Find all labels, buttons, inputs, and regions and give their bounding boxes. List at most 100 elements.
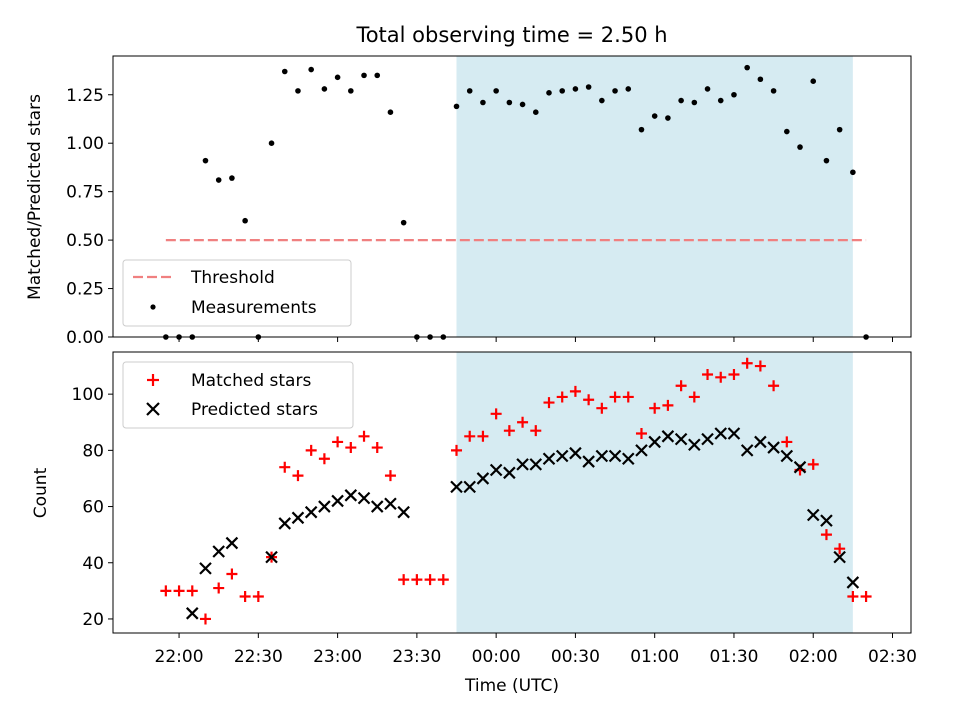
y-tick-label: 100 [72,385,104,405]
matched-star-point [754,360,766,372]
matched-star-point [688,391,700,403]
matched-star-point [768,380,780,392]
predicted-star-point [397,505,410,519]
legend-measurements-label: Measurements [191,298,317,318]
legend-measurements-swatch [150,304,156,310]
top-panel: 0.00 0.25 0.50 0.75 1.00 1.25 Matched/Predict… [25,55,912,348]
predicted-star-point [516,458,529,471]
measurement-point [493,88,499,94]
predicted-star-point [648,435,661,449]
predicted-star-point [595,449,609,463]
matched-star-point [715,371,727,383]
x-tick-label: 00:00 [472,647,521,667]
predicted-star-point [688,438,701,452]
predicted-star-point [265,550,278,564]
measurement-point [585,84,592,90]
measurement-point [810,78,817,84]
matched-star-point [239,590,251,602]
x-tick-label: 02:30 [868,647,917,667]
y-tick-label: 0.75 [66,183,104,203]
matched-star-point [411,574,423,586]
x-tick-label: 02:00 [789,647,838,667]
predicted-star-point [635,444,648,457]
predicted-stars-points [185,427,860,620]
matched-star-point [675,380,687,392]
measurement-point [559,88,566,94]
matched-star-point [477,430,489,442]
measurement-point [519,101,526,108]
predicted-star-point [278,517,292,530]
predicted-star-point [740,444,754,457]
predicted-star-point [542,452,556,466]
measurement-point [308,66,314,73]
legend-matched-label: Matched stars [191,371,311,391]
matched-star-point [345,442,357,454]
measurement-point [268,140,275,147]
matched-star-point [318,453,330,465]
measurement-point [546,90,552,96]
predicted-star-point [450,480,463,494]
bottom-legend: Matched stars Predicted stars [122,361,354,429]
matched-star-point [834,543,846,555]
predicted-star-point [621,452,635,466]
top-legend-box [122,259,352,327]
predicted-star-point [489,463,503,477]
matched-star-point [847,590,859,602]
predicted-star-point [304,505,318,519]
measurement-point [850,169,856,176]
predicted-star-point [806,508,820,522]
bottom-x-axis: 22:00 22:30 23:00 23:30 00:00 00:30 01:00 01:30… [155,633,917,667]
measurement-point [480,99,486,106]
y-tick-label: 0.00 [66,328,104,348]
measurement-point [625,86,632,92]
bottom-shaded-region [456,352,853,633]
predicted-star-point [331,494,344,508]
matched-star-point [464,430,476,442]
predicted-star-point [661,430,675,443]
matched-star-point [820,529,832,541]
legend-predicted-swatch [146,402,160,416]
measurement-point [202,157,209,164]
matched-star-point [530,425,542,437]
legend-predicted-label: Predicted stars [191,400,318,420]
bottom-x-axis-label: Time (UTC) [464,676,559,696]
legend-matched-swatch [147,374,159,386]
bottom-panel: 20 40 60 80 100 22:00 22:30 23:00 23:30 00:00 00:… [31,351,917,696]
matched-star-point [279,461,291,473]
matched-star-point [332,436,344,448]
measurement-point [334,74,341,81]
top-shaded-region [456,56,853,337]
measurement-point [321,86,328,92]
matched-star-point [213,582,225,594]
y-tick-label: 1.00 [66,134,104,154]
x-tick-label: 00:30 [551,647,600,667]
matched-star-point [741,357,753,369]
x-tick-label: 01:00 [630,647,679,667]
matched-star-point [358,430,370,442]
x-tick-label: 23:00 [313,647,362,667]
measurement-point [400,219,407,226]
measurement-point [453,103,460,110]
figure-title: Total observing time = 2.50 h [355,23,667,47]
y-tick-label: 60 [82,498,104,518]
predicted-star-point [384,497,397,511]
measurement-point [717,97,724,104]
measurement-point [242,217,248,224]
measurement-point [612,88,618,94]
measurement-point [691,99,698,106]
matched-star-point [398,574,410,586]
predicted-star-point [344,489,358,502]
measurement-point [572,86,579,92]
predicted-star-point [727,427,741,440]
legend-threshold-label: Threshold [190,268,275,288]
measurement-point [532,109,539,115]
measurement-point [229,175,235,181]
matched-star-point [173,585,185,597]
measurement-point [784,128,790,135]
matched-star-point [622,391,634,403]
x-tick-label: 22:00 [155,647,204,667]
bottom-legend-box [122,361,354,429]
matched-star-point [160,585,172,597]
measurement-point [638,126,645,133]
